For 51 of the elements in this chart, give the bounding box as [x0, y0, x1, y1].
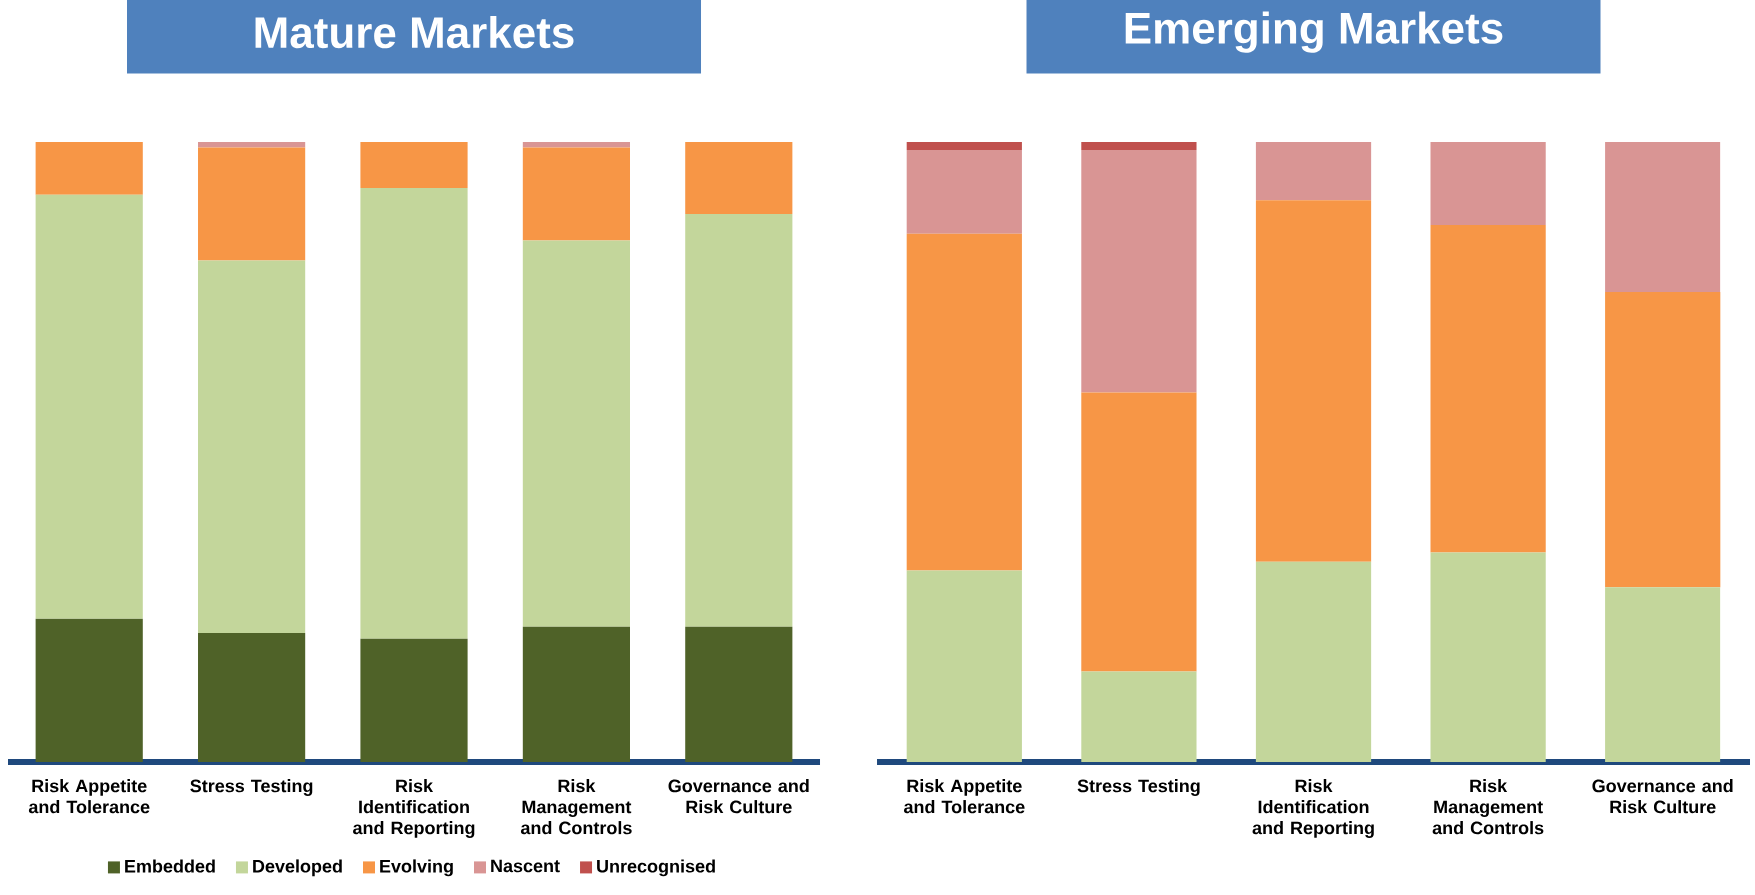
bar — [685, 213, 793, 627]
bar — [906, 150, 1022, 234]
bar — [1430, 142, 1546, 226]
bar — [522, 147, 630, 241]
x-tick-label: Stress Testing — [190, 779, 313, 796]
bar — [1255, 561, 1372, 763]
bar — [1081, 142, 1197, 151]
bar — [906, 570, 1022, 763]
x-tick-label: Risk Appetite and Tolerance — [904, 779, 1025, 814]
bar — [1605, 142, 1721, 293]
bar — [360, 142, 468, 188]
x-tick-label: Stress Testing — [1077, 779, 1200, 796]
x-tick-label: Risk Management and Controls — [520, 779, 632, 835]
bar — [1430, 225, 1546, 553]
chart-title: Emerging Markets — [1125, 11, 1503, 53]
bar — [35, 142, 143, 195]
bar — [1081, 392, 1197, 672]
bar — [522, 142, 630, 148]
bar — [1430, 552, 1546, 763]
bar — [1255, 200, 1372, 562]
bar — [35, 618, 143, 763]
x-tick-label: Governance and Risk Culture — [1592, 779, 1733, 814]
bar — [360, 638, 468, 763]
legend-label: Unrecognised — [597, 859, 715, 877]
bar — [35, 194, 143, 619]
bar — [906, 233, 1022, 571]
bar — [198, 633, 306, 763]
x-tick-label: Risk Management and Controls — [1432, 779, 1544, 835]
bar — [1605, 292, 1721, 588]
chart-title: Mature Markets — [255, 15, 574, 49]
bar — [1081, 671, 1197, 763]
legend-label: Nascent — [491, 859, 560, 873]
bar — [1081, 150, 1197, 393]
legend-label: Evolving — [380, 859, 453, 877]
bar — [198, 260, 306, 634]
x-tick-label: Risk Identification and Reporting — [1252, 779, 1374, 838]
legend-label: Developed — [253, 859, 342, 877]
bar — [1605, 587, 1721, 763]
bar — [360, 187, 468, 639]
bar — [198, 142, 306, 148]
bar — [1255, 142, 1372, 201]
bar — [198, 147, 306, 261]
bar — [685, 626, 793, 763]
legend-label: Embedded — [125, 859, 215, 873]
x-tick-label: Risk Identification and Reporting — [353, 779, 475, 838]
bar — [685, 142, 793, 214]
bar — [522, 626, 630, 763]
x-tick-label: Risk Appetite and Tolerance — [28, 779, 150, 814]
x-tick-label: Governance and Risk Culture — [668, 779, 809, 814]
bar — [906, 142, 1022, 151]
bar — [522, 240, 630, 627]
